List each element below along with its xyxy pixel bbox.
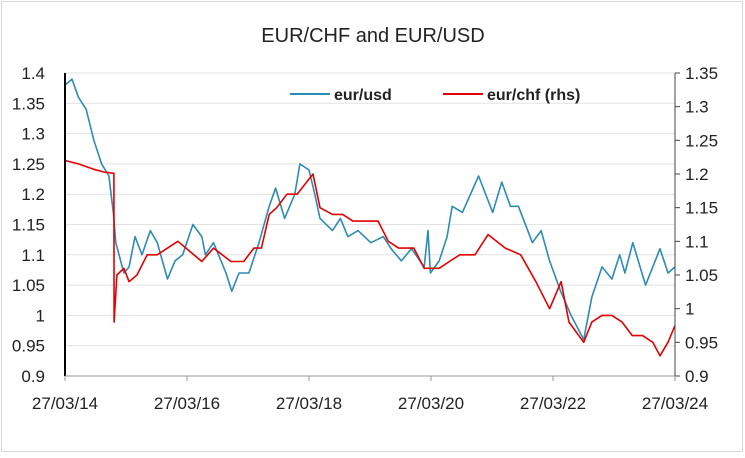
x-tick-label: 27/03/18 [276, 394, 342, 413]
gridlines [65, 72, 675, 377]
y-right-tick-label: 1.1 [685, 232, 709, 251]
y-left-tick-label: 0.9 [21, 367, 45, 386]
y-left-tick-label: 1.05 [12, 276, 45, 295]
y-right-tick-label: 1.25 [685, 131, 718, 150]
y-left-tick-label: 1.2 [21, 185, 45, 204]
y-left-tick-label: 0.95 [12, 337, 45, 356]
y-right-tick-label: 0.9 [685, 367, 709, 386]
x-tick-label: 27/03/22 [520, 394, 586, 413]
y-left-tick-label: 1.3 [21, 125, 45, 144]
y-right-tick-label: 1 [685, 300, 694, 319]
y-right-tick-label: 1.05 [685, 266, 718, 285]
y-right-tick-label: 1.3 [685, 98, 709, 117]
y-left-tick-label: 1.15 [12, 216, 45, 235]
axes: 0.9 0.95 1 1.05 1.1 1.15 1.2 1.25 1.3 1.35 1.4 0.9 0… [12, 64, 718, 413]
y-left-tick-label: 1.4 [21, 64, 45, 83]
x-tick-label: 27/03/14 [32, 394, 98, 413]
series-line-eur-chf [64, 159, 676, 357]
y-left-tick-label: 1.35 [12, 94, 45, 113]
y-right-tick-label: 0.95 [685, 333, 718, 352]
y-right-tick-label: 1.15 [685, 199, 718, 218]
y-left-tick-label: 1.25 [12, 155, 45, 174]
x-tick-label: 27/03/24 [642, 394, 708, 413]
chart-title: EUR/CHF and EUR/USD [261, 25, 484, 47]
series-line-eur-usd [64, 78, 676, 341]
y-right-tick-label: 1.2 [685, 165, 709, 184]
x-tick-label: 27/03/20 [398, 394, 464, 413]
legend: eur/usd eur/chf (rhs) [290, 87, 580, 104]
y-right-tick-label: 1.35 [685, 64, 718, 83]
x-tick-label: 27/03/16 [154, 394, 220, 413]
y-left-tick-label: 1.1 [21, 246, 45, 265]
legend-label: eur/usd [334, 87, 392, 104]
series-layer [64, 78, 676, 357]
y-left-tick-label: 1 [36, 306, 45, 325]
legend-label: eur/chf (rhs) [487, 87, 580, 104]
